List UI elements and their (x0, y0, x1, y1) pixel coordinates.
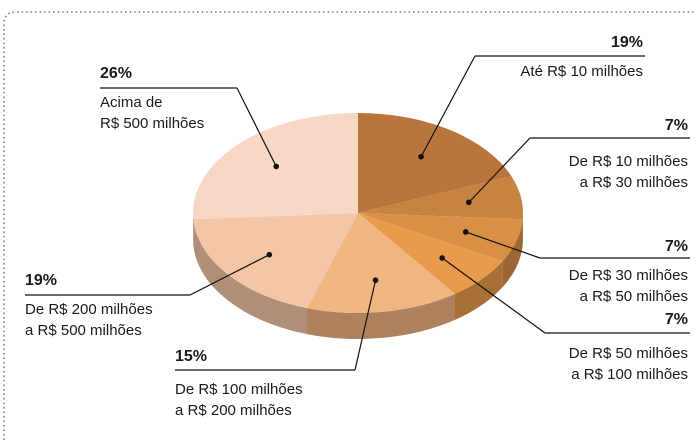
pie-slice (358, 213, 523, 262)
value-label: 19% (611, 34, 643, 51)
pie-side (193, 219, 308, 335)
category-label: De R$ 100 milhões (175, 381, 303, 398)
pie-side (454, 261, 503, 320)
pie-side (307, 293, 455, 339)
category-label: De R$ 50 milhões (569, 345, 688, 362)
category-label: R$ 500 milhões (100, 115, 204, 132)
leader-line (465, 231, 541, 259)
pie-slice (358, 176, 523, 220)
leader-line (468, 137, 531, 203)
leader-dot (372, 277, 379, 283)
category-label: De R$ 200 milhões (25, 301, 153, 318)
value-label: 7% (665, 238, 688, 255)
value-label: 7% (665, 311, 688, 328)
leader-line (441, 257, 546, 334)
value-label: 7% (665, 117, 688, 134)
value-label: 19% (25, 272, 57, 289)
leader-line (189, 254, 270, 296)
pie-slice (358, 113, 512, 213)
leader-dot (273, 163, 280, 170)
leader-dot (418, 153, 424, 160)
category-label: Até R$ 10 milhões (520, 63, 643, 80)
category-label: a R$ 500 milhões (25, 322, 142, 339)
category-label: De R$ 30 milhões (569, 267, 688, 284)
category-label: a R$ 30 milhões (580, 174, 688, 191)
category-label: De R$ 10 milhões (569, 153, 688, 170)
pie-slice (193, 213, 358, 309)
value-label: 15% (175, 348, 207, 365)
value-label: 26% (100, 65, 132, 82)
leader-line (420, 55, 476, 158)
category-label: Acima de (100, 94, 163, 111)
pie-side (502, 219, 523, 288)
category-label: a R$ 100 milhões (571, 366, 688, 383)
pie-slice (307, 213, 455, 313)
pie-slice (358, 213, 503, 294)
category-label: a R$ 200 milhões (175, 402, 292, 419)
leader-dot (439, 255, 445, 261)
leader-dot (266, 251, 273, 258)
leader-dot (462, 229, 469, 235)
leader-line (354, 280, 377, 371)
leader-line (236, 87, 277, 167)
leader-dot (466, 199, 472, 206)
category-label: a R$ 50 milhões (580, 288, 688, 305)
